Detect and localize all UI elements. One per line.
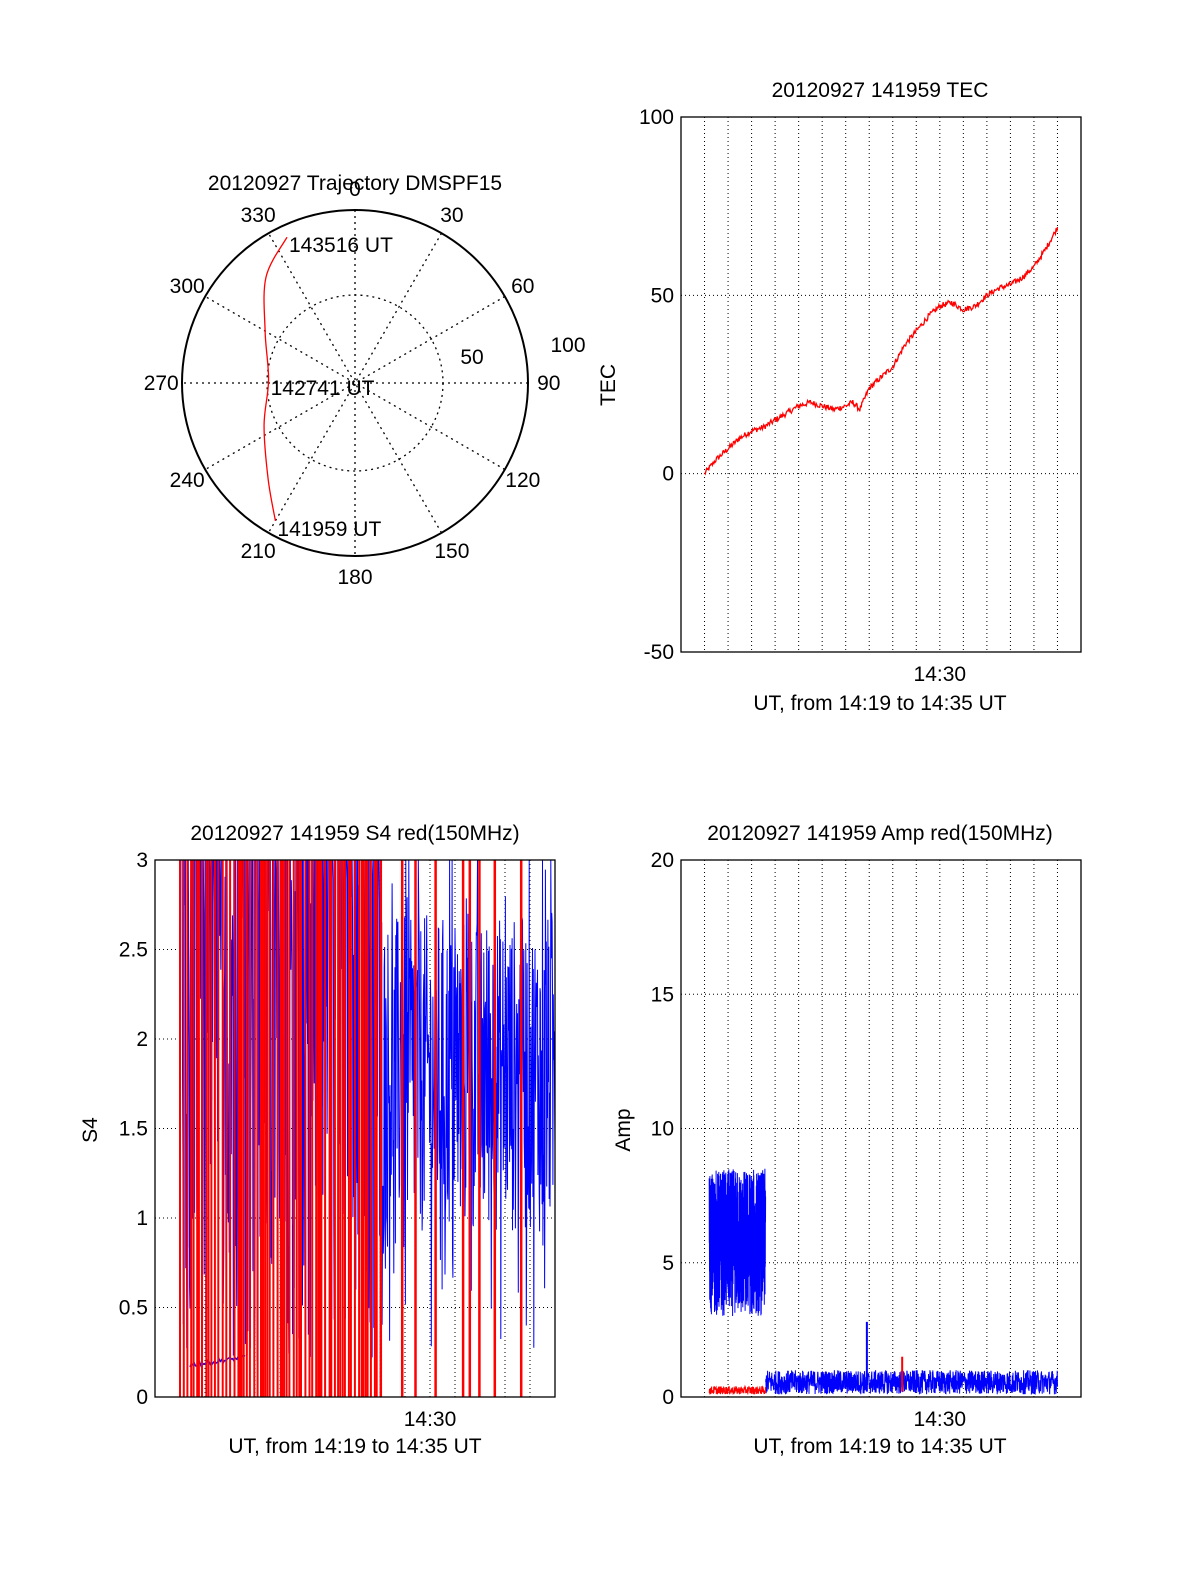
tec-axes-frame xyxy=(680,116,1082,653)
y-tick-label: 3 xyxy=(136,849,148,872)
s4-axes-frame xyxy=(154,859,556,1398)
polar-annotation-start-time: 141959 UT xyxy=(277,518,381,541)
polar-angle-label: 270 xyxy=(144,372,179,395)
polar-grid xyxy=(182,210,528,556)
polar-annotation-end-time: 143516 UT xyxy=(289,234,393,257)
polar-angle-label: 60 xyxy=(511,275,534,298)
y-tick-label: -50 xyxy=(644,641,674,664)
polar-outer-circle xyxy=(181,209,529,557)
x-tick-label: 14:30 xyxy=(914,1408,967,1431)
polar-grid-spoke-60 xyxy=(204,295,506,471)
y-tick-label: 0 xyxy=(136,1386,148,1409)
amp-red-segment xyxy=(708,1384,767,1396)
amp-x-ticks: 14:30 xyxy=(914,1408,967,1431)
amp-panel: 20120927 141959 Amp red(150MHz) 0 5 10 15 20… xyxy=(612,822,1082,1458)
polar-angle-label: 330 xyxy=(241,204,276,227)
s4-red-series xyxy=(179,860,523,1397)
tec-title: 20120927 141959 TEC xyxy=(772,79,989,102)
tec-series-line xyxy=(703,226,1059,476)
s4-x-ticks: 14:30 xyxy=(404,1408,457,1431)
polar-angle-label: 150 xyxy=(434,540,469,563)
tec-x-ticks: 14:30 xyxy=(914,663,967,686)
polar-radius-label-50: 50 xyxy=(460,346,483,369)
y-tick-label: 0.5 xyxy=(119,1297,148,1320)
s4-panel: 20120927 141959 S4 red(150MHz) 0 0.5 1 1.5 2… xyxy=(79,822,556,1458)
y-tick-label: 50 xyxy=(651,284,674,307)
tec-ylabel: TEC xyxy=(597,364,620,406)
s4-title: 20120927 141959 S4 red(150MHz) xyxy=(190,822,519,845)
polar-angle-labels: 0 30 60 90 120 150 180 210 240 270 300 330 xyxy=(144,178,561,589)
polar-angle-label: 0 xyxy=(349,178,361,201)
amp-ylabel: Amp xyxy=(612,1108,635,1151)
amp-title: 20120927 141959 Amp red(150MHz) xyxy=(707,822,1053,845)
polar-angle-label: 120 xyxy=(505,469,540,492)
y-tick-label: 1 xyxy=(136,1207,148,1230)
polar-radius-label-100: 100 xyxy=(550,334,585,357)
amp-red-series xyxy=(708,1356,904,1396)
y-tick-label: 0 xyxy=(662,463,674,486)
amp-grid xyxy=(681,859,1081,1398)
x-tick-label: 14:30 xyxy=(404,1408,457,1431)
y-tick-label: 15 xyxy=(651,983,674,1006)
y-tick-label: 10 xyxy=(651,1118,674,1141)
polar-angle-label: 210 xyxy=(241,540,276,563)
polar-annotation-mid-time: 142741 UT xyxy=(271,377,375,400)
tec-xlabel: UT, from 14:19 to 14:35 UT xyxy=(753,692,1006,715)
polar-angle-label: 180 xyxy=(337,566,372,589)
y-tick-label: 100 xyxy=(639,106,674,129)
polar-angle-label: 90 xyxy=(537,372,560,395)
tec-grid xyxy=(681,116,1081,653)
polar-angle-label: 30 xyxy=(440,204,463,227)
y-tick-label: 1.5 xyxy=(119,1118,148,1141)
polar-panel: 20120927 Trajectory DMSPF15 0 30 60 90 120 15… xyxy=(144,172,586,589)
x-tick-label: 14:30 xyxy=(914,663,967,686)
y-tick-label: 2.5 xyxy=(119,939,148,962)
y-tick-label: 20 xyxy=(651,849,674,872)
polar-angle-label: 240 xyxy=(170,469,205,492)
polar-grid-spoke-120 xyxy=(204,295,506,471)
polar-grid-spoke-150 xyxy=(267,232,443,534)
y-tick-label: 0 xyxy=(662,1386,674,1409)
amp-blue-series xyxy=(708,1168,1058,1396)
amp-axes-frame xyxy=(680,859,1082,1398)
amp-blue-segment xyxy=(708,1168,767,1317)
amp-y-ticks: 0 5 10 15 20 xyxy=(651,849,674,1409)
amp-blue-segment xyxy=(765,1370,1058,1396)
s4-y-ticks: 0 0.5 1 1.5 2 2.5 3 xyxy=(119,849,148,1409)
polar-angle-label: 300 xyxy=(170,275,205,298)
polar-grid-spoke-30 xyxy=(267,232,443,534)
y-tick-label: 5 xyxy=(662,1252,674,1275)
polar-trajectory-line xyxy=(263,236,288,521)
s4-xlabel: UT, from 14:19 to 14:35 UT xyxy=(228,1435,481,1458)
polar-title: 20120927 Trajectory DMSPF15 xyxy=(208,172,502,195)
tec-y-ticks: -50 0 50 100 xyxy=(639,106,674,664)
y-tick-label: 2 xyxy=(136,1028,148,1051)
s4-ylabel: S4 xyxy=(79,1117,102,1143)
amp-xlabel: UT, from 14:19 to 14:35 UT xyxy=(753,1435,1006,1458)
